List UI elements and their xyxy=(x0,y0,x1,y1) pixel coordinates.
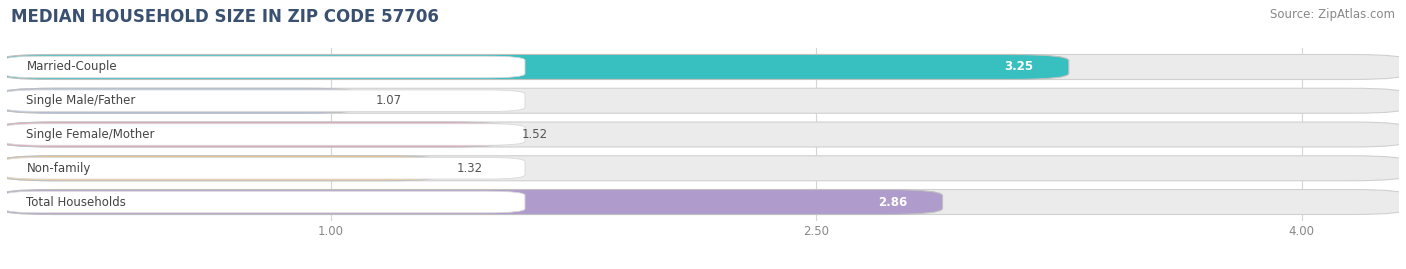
FancyBboxPatch shape xyxy=(4,191,524,213)
FancyBboxPatch shape xyxy=(0,88,1406,113)
Text: Married-Couple: Married-Couple xyxy=(27,61,117,73)
Text: Source: ZipAtlas.com: Source: ZipAtlas.com xyxy=(1270,8,1395,21)
Text: Single Male/Father: Single Male/Father xyxy=(27,94,136,107)
Text: 1.32: 1.32 xyxy=(457,162,484,175)
FancyBboxPatch shape xyxy=(0,55,1069,79)
Text: Non-family: Non-family xyxy=(27,162,91,175)
Text: 1.07: 1.07 xyxy=(375,94,402,107)
FancyBboxPatch shape xyxy=(4,157,524,179)
FancyBboxPatch shape xyxy=(0,156,1406,181)
Text: 1.52: 1.52 xyxy=(522,128,548,141)
Text: 3.25: 3.25 xyxy=(1004,61,1033,73)
FancyBboxPatch shape xyxy=(0,88,363,113)
Text: 2.86: 2.86 xyxy=(877,196,907,208)
FancyBboxPatch shape xyxy=(0,122,509,147)
FancyBboxPatch shape xyxy=(0,55,1406,79)
FancyBboxPatch shape xyxy=(4,90,524,112)
FancyBboxPatch shape xyxy=(0,156,444,181)
FancyBboxPatch shape xyxy=(0,190,1406,214)
FancyBboxPatch shape xyxy=(0,122,1406,147)
FancyBboxPatch shape xyxy=(0,190,942,214)
FancyBboxPatch shape xyxy=(4,124,524,145)
Text: MEDIAN HOUSEHOLD SIZE IN ZIP CODE 57706: MEDIAN HOUSEHOLD SIZE IN ZIP CODE 57706 xyxy=(11,8,439,26)
Text: Single Female/Mother: Single Female/Mother xyxy=(27,128,155,141)
Text: Total Households: Total Households xyxy=(27,196,127,208)
FancyBboxPatch shape xyxy=(4,56,524,78)
